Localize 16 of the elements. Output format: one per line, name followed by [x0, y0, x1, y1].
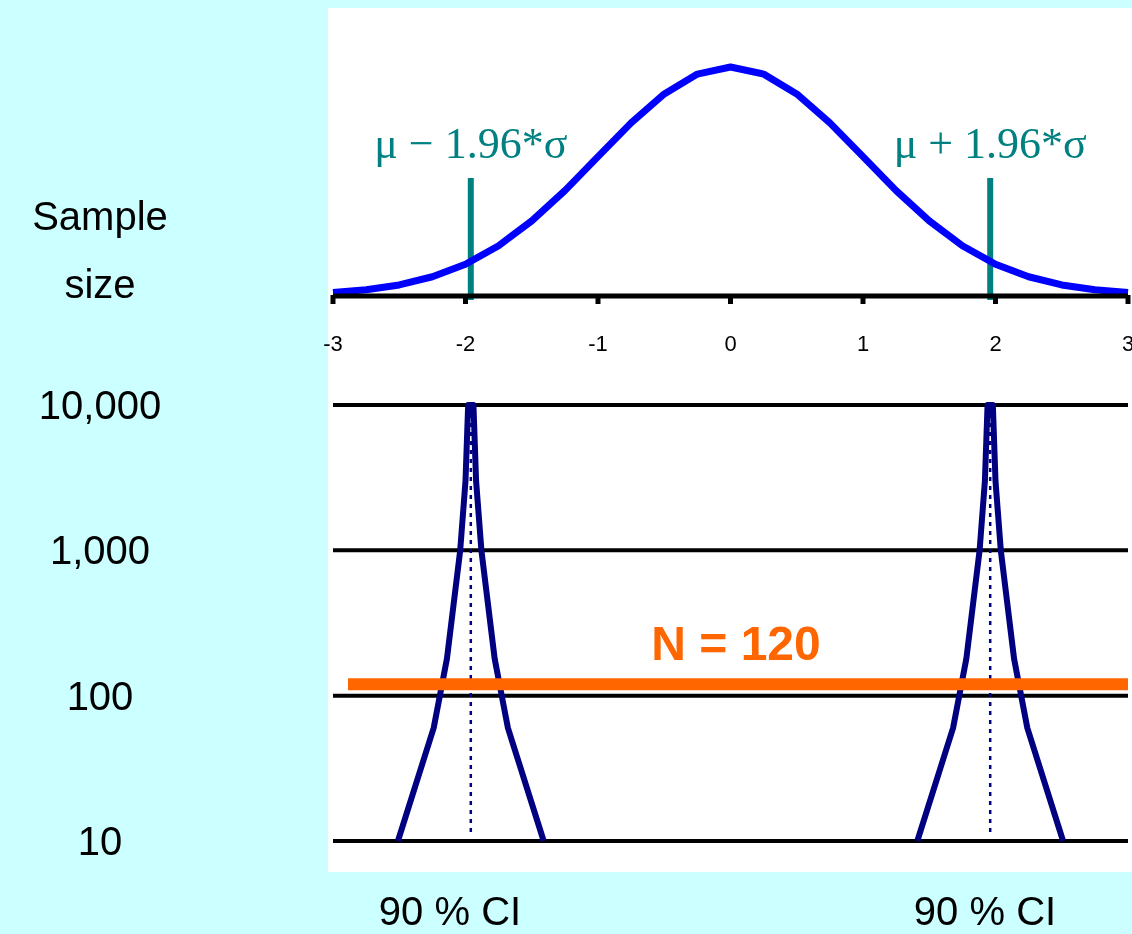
- x-tick-label: -1: [588, 331, 608, 356]
- x-tick-label: -3: [323, 331, 343, 356]
- x-tick-label: 1: [856, 331, 870, 356]
- x-tick-label: 0: [724, 331, 737, 356]
- text: 90 % CI: [378, 889, 522, 933]
- y-tick-label: 100: [66, 673, 134, 718]
- ref-line-label: N = 120: [651, 617, 821, 671]
- ref-line-label: μ − 1.96*σ: [374, 119, 568, 168]
- y-tick-label: 10,000: [38, 383, 162, 427]
- y-axis-title: Sample size: [32, 194, 168, 306]
- y-tick-label: 1,000: [49, 528, 151, 573]
- y-tick-label: 10: [77, 819, 123, 863]
- x-tick-label: 2: [989, 331, 1002, 356]
- ref-line-label: μ + 1.96*σ: [893, 119, 1088, 168]
- x-tick-label: -2: [455, 331, 476, 356]
- text: 90 % CI: [913, 889, 1057, 933]
